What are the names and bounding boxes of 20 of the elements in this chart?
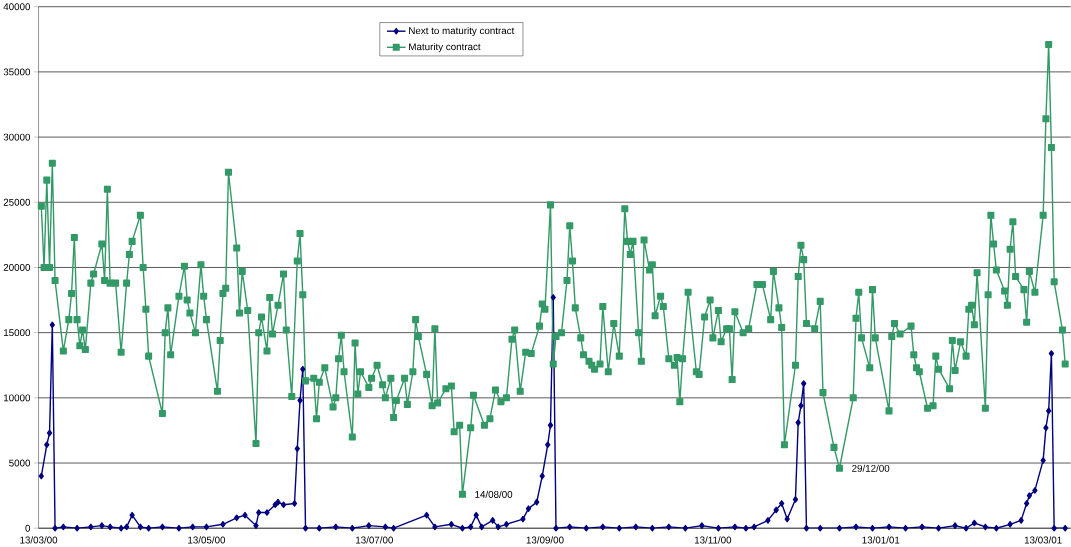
- x-tick-label: 13/05/00: [188, 536, 226, 544]
- annotation: 14/08/00: [475, 490, 513, 499]
- y-tick-label: 0: [25, 524, 31, 532]
- y-tick-label: 30000: [3, 133, 31, 141]
- y-tick-label: 40000: [3, 3, 31, 11]
- y-tick-label: 15000: [4, 329, 31, 337]
- x-tick-label: 13/03/00: [20, 536, 58, 544]
- legend-label: Maturity contract: [409, 43, 481, 53]
- annotation: 29/12/00: [852, 464, 890, 472]
- y-tick-label: 5000: [9, 459, 31, 467]
- y-tick-label: 35000: [3, 68, 31, 76]
- y-tick-label: 20000: [3, 264, 31, 272]
- y-tick-label: 10000: [4, 394, 31, 402]
- y-tick-label: 25000: [3, 198, 31, 206]
- x-tick-label: 13/11/00: [694, 536, 732, 544]
- x-tick-label: 13/07/00: [356, 536, 393, 544]
- legend-label: Next to maturity contract: [409, 27, 515, 37]
- x-tick-label: 13/03/01: [1024, 536, 1062, 544]
- x-tick-label: 13/09/00: [526, 536, 564, 544]
- x-tick-label: 13/01/01: [862, 536, 900, 544]
